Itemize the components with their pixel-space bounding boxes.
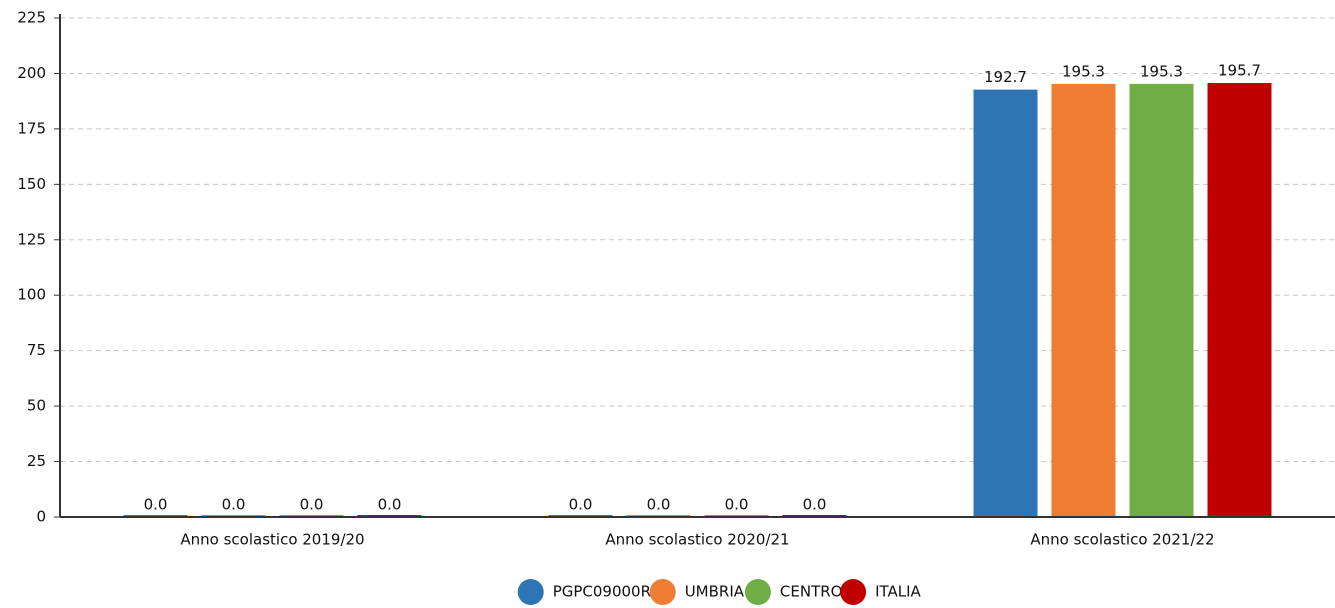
value-label: 0.0 [144,496,168,514]
x-tick-label: Anno scolastico 2020/21 [605,531,789,549]
legend-label: UMBRIA [685,583,745,601]
value-label: 0.0 [725,496,749,514]
legend-swatch [517,579,544,605]
y-tick-label: 200 [17,64,46,82]
y-tick-label: 125 [17,230,46,248]
y-tick-label: 150 [17,175,46,193]
legend-label: ITALIA [875,583,921,601]
value-label: 0.0 [378,496,402,514]
value-label: 0.0 [300,496,324,514]
y-tick-label: 50 [27,397,46,415]
value-label: 195.7 [1218,61,1261,79]
legend-swatch [840,579,867,605]
x-tick-label: Anno scolastico 2021/22 [1030,531,1214,549]
y-tick-label: 25 [27,452,46,470]
legend-swatch [744,579,771,605]
value-label: 0.0 [222,496,246,514]
x-tick-label: Anno scolastico 2019/20 [180,531,364,549]
y-tick-label: 225 [17,9,46,27]
y-tick-label: 0 [36,508,46,526]
y-tick-label: 100 [17,286,46,304]
value-label: 195.3 [1140,62,1183,80]
value-label: 0.0 [647,496,671,514]
bar [1207,82,1272,517]
y-tick-label: 175 [17,119,46,137]
y-tick-label: 75 [27,341,46,359]
value-label: 0.0 [803,496,827,514]
value-label: 192.7 [984,68,1027,86]
legend-swatch [649,579,676,605]
bar [1051,83,1116,518]
value-label: 0.0 [569,496,593,514]
legend-label: PGPC09000R [553,583,651,601]
legend-label: CENTRO [780,583,843,601]
bar [1129,83,1194,518]
bar [973,89,1038,518]
value-label: 195.3 [1062,62,1105,80]
